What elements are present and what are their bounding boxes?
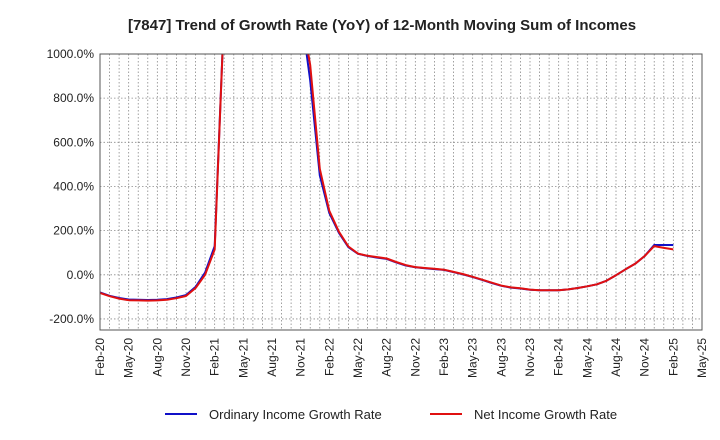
x-tick-label: Aug-22	[380, 338, 394, 377]
x-tick-label: Aug-24	[609, 338, 623, 377]
x-tick-label: Nov-23	[523, 338, 537, 377]
plot-frame	[99, 53, 703, 331]
x-tick-label: May-21	[236, 338, 250, 378]
legend-label: Net Income Growth Rate	[474, 407, 617, 422]
legend-label: Ordinary Income Growth Rate	[209, 407, 382, 422]
y-tick-label: 800.0%	[53, 91, 94, 105]
series-2	[100, 54, 674, 302]
x-tick-label: Feb-21	[208, 338, 222, 376]
x-axis: Feb-20 May-20 Aug-20 Nov-20 Feb-21 May-21 Aug-…	[93, 338, 709, 378]
x-tick-label: Nov-20	[179, 338, 193, 377]
x-tick-label: Feb-20	[93, 338, 107, 376]
x-tick-label: Nov-24	[638, 338, 652, 377]
x-tick-label: Feb-25	[666, 338, 680, 376]
y-tick-label: 600.0%	[53, 135, 94, 149]
y-axis: 1000.0% 800.0% 600.0% 400.0% 200.0% 0.0% -200.…	[47, 47, 95, 326]
x-tick-label: Feb-24	[552, 338, 566, 376]
x-tick-label: Feb-23	[437, 338, 451, 376]
x-tick-label: Feb-22	[322, 338, 336, 376]
x-tick-label: May-22	[351, 338, 365, 378]
y-tick-label: 1000.0%	[47, 47, 95, 61]
x-tick-label: Aug-21	[265, 338, 279, 377]
plot-background	[100, 54, 702, 330]
y-tick-label: 0.0%	[67, 268, 95, 282]
y-tick-label: -200.0%	[49, 312, 94, 326]
y-tick-label: 400.0%	[53, 179, 94, 193]
legend-item: Net Income Growth Rate	[430, 407, 617, 422]
chart-title: [7847] Trend of Growth Rate (YoY) of 12-…	[128, 17, 636, 34]
x-tick-label: Aug-20	[150, 338, 164, 377]
x-tick-label: Nov-21	[294, 338, 308, 377]
series-line	[100, 54, 674, 302]
x-tick-label: May-23	[466, 338, 480, 378]
x-tick-label: May-25	[695, 338, 709, 378]
x-tick-label: Nov-22	[408, 338, 422, 377]
plot-area	[100, 54, 702, 330]
x-tick-label: Aug-23	[494, 338, 508, 377]
legend: Ordinary Income Growth Rate Net Income Gr…	[165, 407, 617, 422]
x-tick-label: May-20	[122, 338, 136, 378]
y-tick-label: 200.0%	[53, 224, 94, 238]
x-tick-label: May-24	[580, 338, 594, 378]
grid	[99, 53, 703, 330]
series-layer	[100, 54, 674, 302]
legend-item: Ordinary Income Growth Rate	[165, 407, 382, 422]
